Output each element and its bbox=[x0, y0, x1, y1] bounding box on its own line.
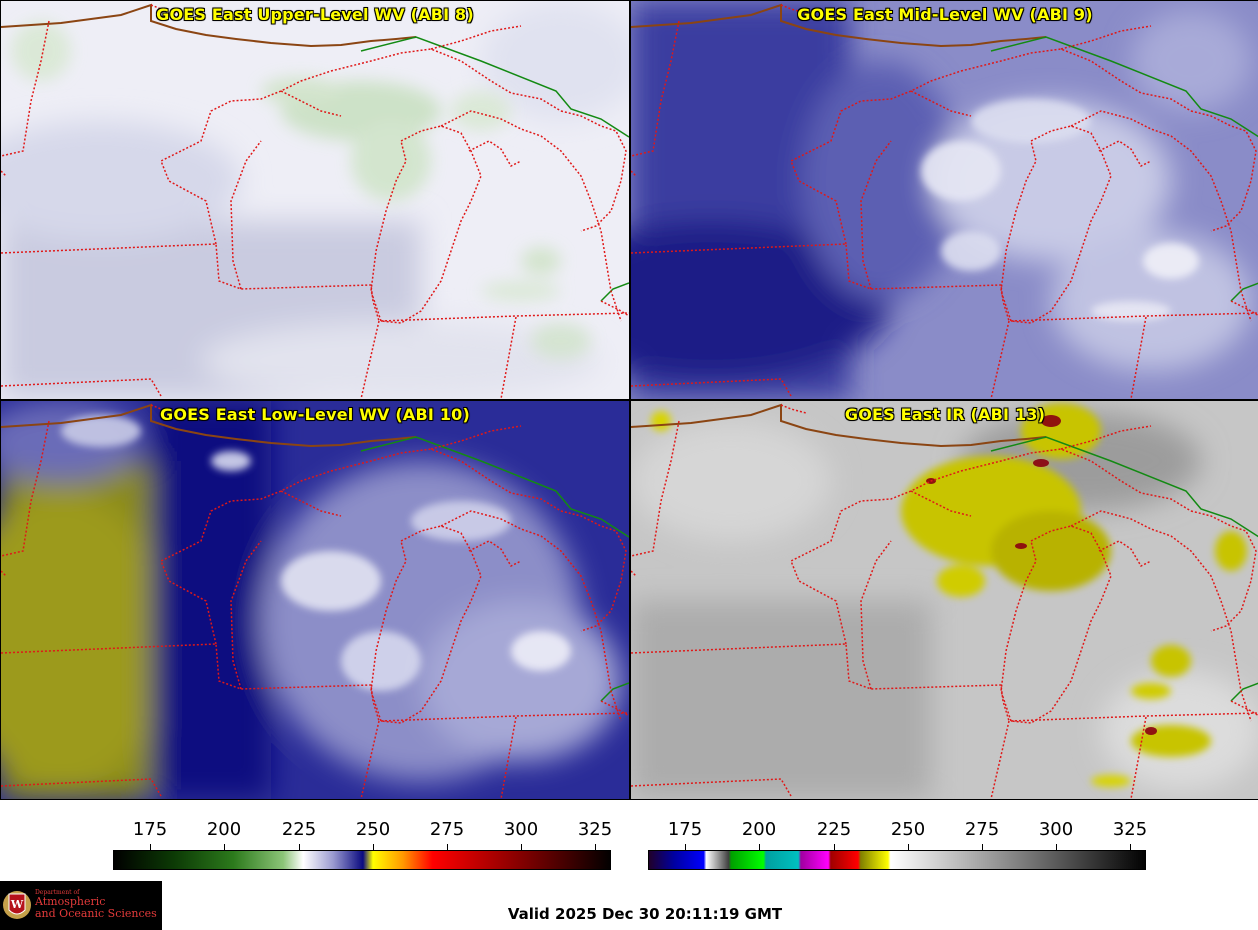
panel-title: GOES East Low-Level WV (ABI 10) bbox=[159, 405, 470, 424]
wv-colorbar-gradient bbox=[113, 850, 611, 870]
panel-ir: GOES East IR (ABI 13) bbox=[630, 400, 1258, 800]
uw-crest-icon: W bbox=[3, 891, 31, 919]
colorbar-tick bbox=[224, 844, 225, 850]
colorbar-tick bbox=[595, 844, 596, 850]
logo-line-3: and Oceanic Sciences bbox=[35, 907, 157, 920]
svg-text:W: W bbox=[10, 898, 24, 911]
colorbar-tick-label: 300 bbox=[1038, 819, 1074, 840]
panel-title: GOES East Upper-Level WV (ABI 8) bbox=[156, 5, 474, 24]
colorbar-tick-label: 300 bbox=[503, 819, 539, 840]
colorbar-tick-label: 325 bbox=[1112, 819, 1148, 840]
panel-mid-level-wv: GOES East Mid-Level WV (ABI 9) bbox=[630, 0, 1258, 400]
logo-line-2: Atmospheric bbox=[35, 895, 106, 908]
panel-upper-level-wv: GOES East Upper-Level WV (ABI 8) bbox=[0, 0, 630, 400]
colorbar-tick bbox=[299, 844, 300, 850]
colorbar-tick-label: 175 bbox=[132, 819, 168, 840]
ir-colorbar: 175 200 225 250 275 300 325 bbox=[648, 815, 1148, 875]
aos-logo: W Department of Atmospheric and Oceanic … bbox=[0, 881, 162, 930]
wv-colorbar: 175 200 225 250 275 300 325 bbox=[113, 815, 613, 875]
colorbar-tick bbox=[1056, 844, 1057, 850]
valid-time: Valid 2025 Dec 30 20:11:19 GMT bbox=[507, 905, 783, 923]
colorbar-tick-label: 325 bbox=[577, 819, 613, 840]
panel-title: GOES East Mid-Level WV (ABI 9) bbox=[797, 5, 1093, 24]
colorbar-tick-label: 200 bbox=[741, 819, 777, 840]
ir-colorbar-gradient bbox=[648, 850, 1146, 870]
mid-level-wv-image bbox=[631, 1, 1258, 399]
panel-title: GOES East IR (ABI 13) bbox=[844, 405, 1046, 424]
colorbar-tick bbox=[1130, 844, 1131, 850]
colorbar-tick bbox=[447, 844, 448, 850]
colorbar-tick bbox=[521, 844, 522, 850]
colorbar-tick-label: 275 bbox=[429, 819, 465, 840]
colorbar-tick-label: 200 bbox=[206, 819, 242, 840]
logo-line-1: Department of bbox=[35, 889, 80, 896]
colorbar-tick bbox=[685, 844, 686, 850]
upper-level-wv-image bbox=[1, 1, 629, 399]
low-level-wv-image bbox=[1, 401, 629, 799]
colorbar-tick bbox=[834, 844, 835, 850]
panel-low-level-wv: GOES East Low-Level WV (ABI 10) bbox=[0, 400, 630, 800]
colorbar-tick-label: 250 bbox=[355, 819, 391, 840]
colorbar-tick bbox=[759, 844, 760, 850]
colorbar-tick-label: 275 bbox=[964, 819, 1000, 840]
colorbar-tick bbox=[150, 844, 151, 850]
colorbar-tick bbox=[982, 844, 983, 850]
colorbar-tick-label: 250 bbox=[890, 819, 926, 840]
colorbar-tick-label: 175 bbox=[667, 819, 703, 840]
colorbar-tick-label: 225 bbox=[281, 819, 317, 840]
logo-text: Department of Atmospheric and Oceanic Sc… bbox=[35, 889, 157, 920]
colorbar-tick bbox=[373, 844, 374, 850]
colorbar-tick-label: 225 bbox=[816, 819, 852, 840]
colorbar-tick bbox=[908, 844, 909, 850]
ir-image bbox=[631, 401, 1258, 799]
